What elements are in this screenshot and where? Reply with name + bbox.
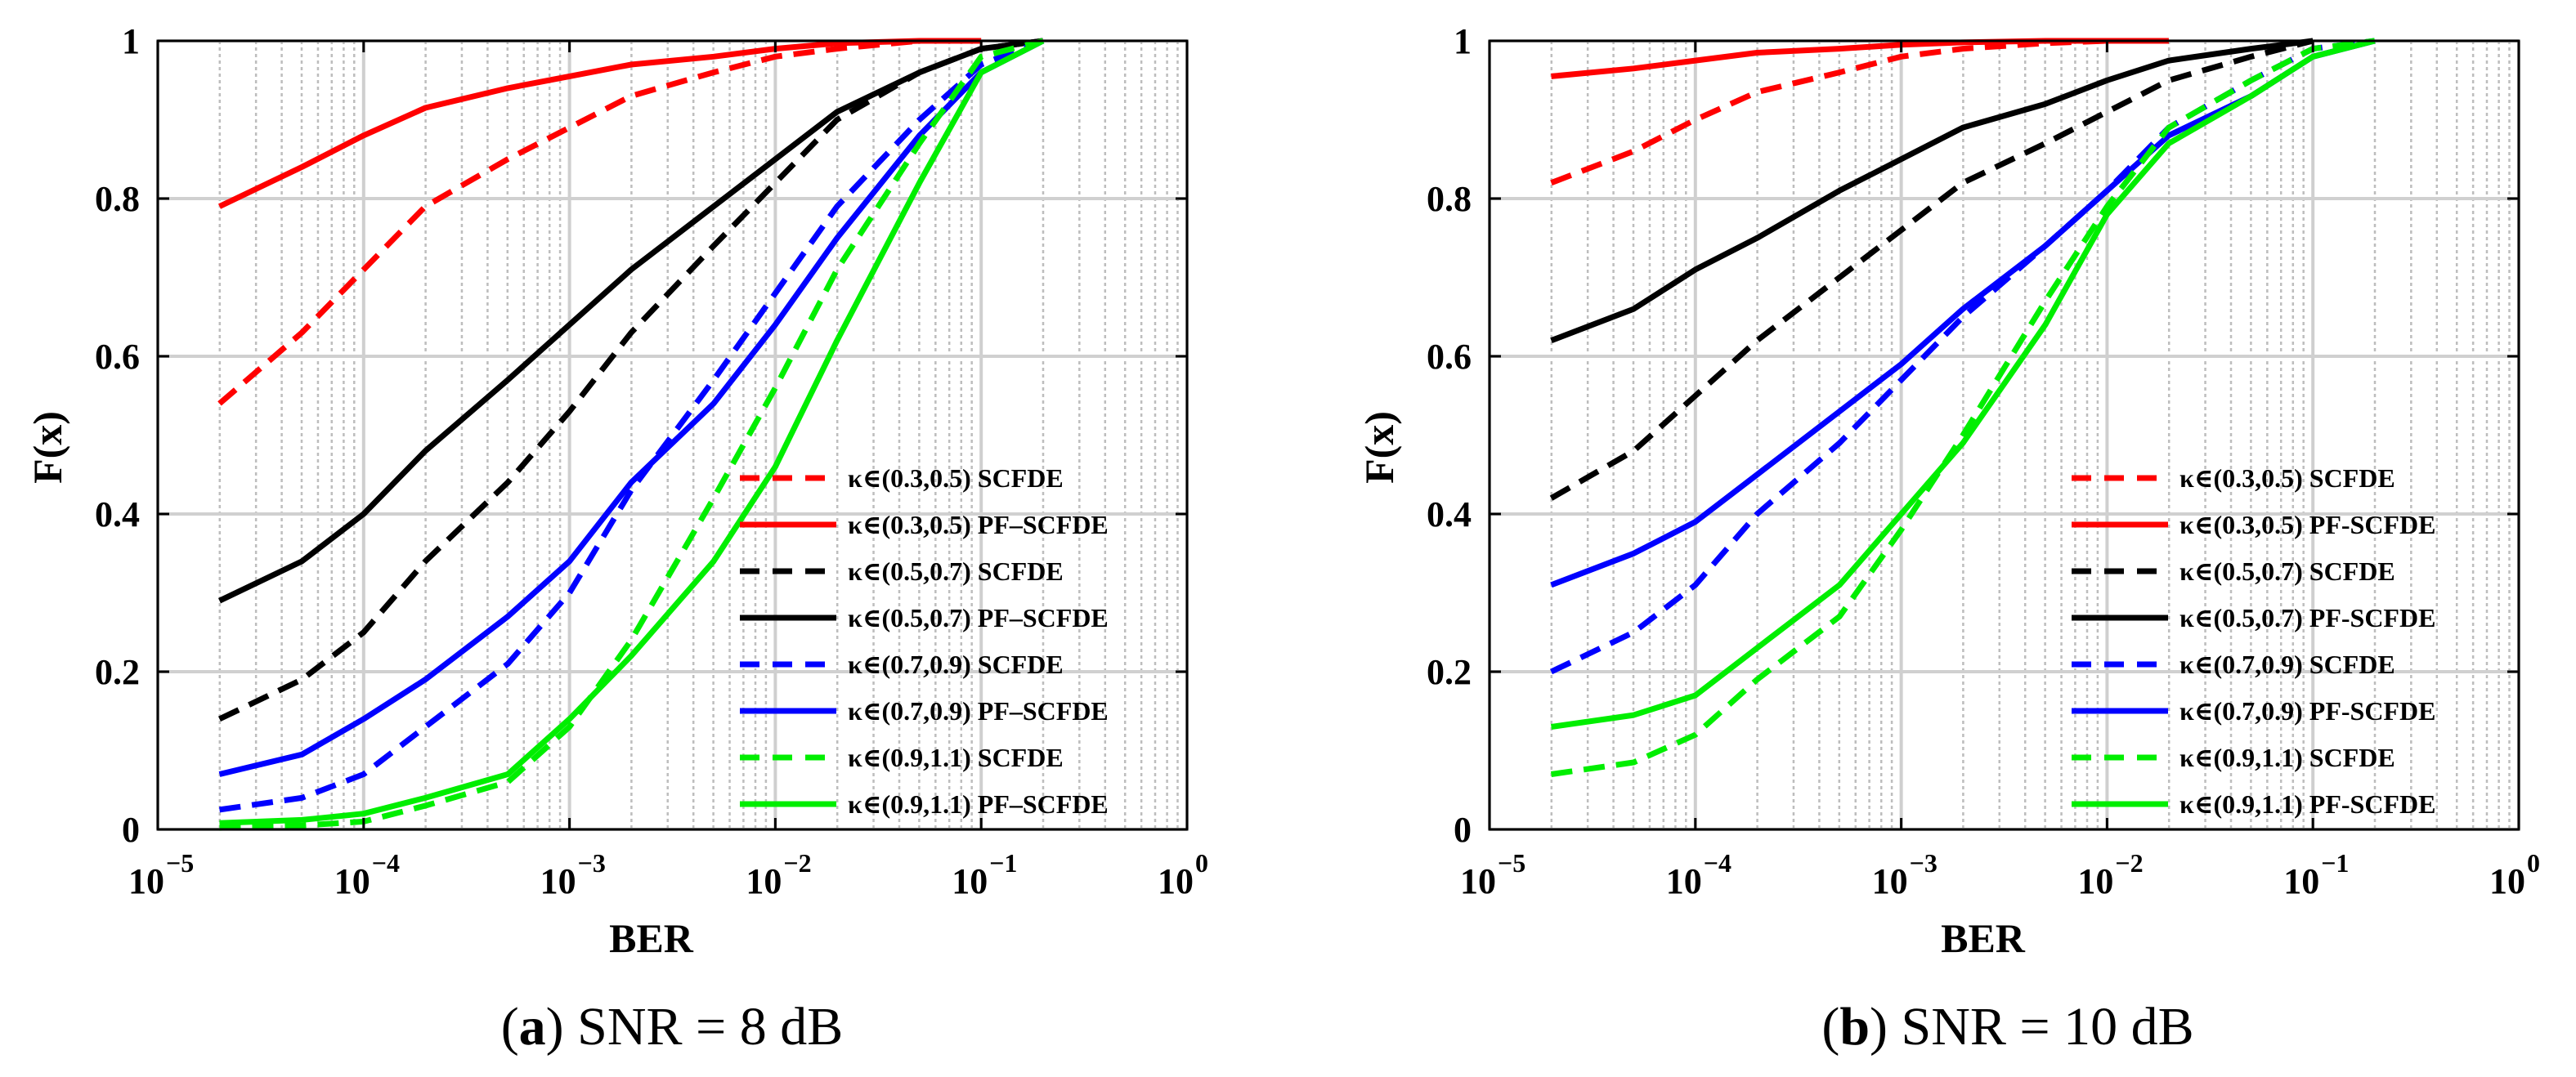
legend-entry-8: κ∈(0.9,1.1) PF-SCFDE — [2180, 789, 2435, 819]
x-tick-label: 10 — [1158, 861, 1194, 901]
series-line-5 — [219, 38, 1044, 813]
legend-entry-3: κ∈(0.5,0.7) SCFDE — [2180, 556, 2395, 586]
x-tick-exponent: −1 — [2321, 848, 2349, 878]
y-tick-label: 0.8 — [1427, 179, 1472, 219]
x-tick-label: 10 — [1666, 861, 1702, 901]
y-axis-label: F(x) — [25, 411, 70, 484]
series-line-1 — [217, 38, 982, 406]
series-line-4 — [1550, 38, 2314, 343]
y-tick-label: 0.2 — [1427, 652, 1472, 692]
caption-paren-close: ) — [1870, 997, 1901, 1057]
x-tick-exponent: −4 — [1704, 848, 1732, 878]
plot-frame — [1488, 39, 2520, 831]
x-axis-label: BER — [609, 915, 694, 961]
y-tick-label: 1 — [1454, 21, 1472, 61]
x-tick-exponent: −2 — [2115, 848, 2143, 878]
series-line-3 — [1549, 38, 2314, 501]
caption-paren-open: ( — [501, 997, 519, 1057]
y-tick-label: 0.4 — [95, 494, 140, 534]
series-line-1 — [1550, 38, 2108, 185]
x-tick-exponent: −3 — [578, 848, 606, 878]
x-axis-label: BER — [1941, 915, 2026, 961]
y-tick-label: 0.6 — [1427, 337, 1472, 377]
caption-text: SNR = 10 dB — [1902, 997, 2194, 1057]
legend-entry-7: κ∈(0.9,1.1) SCFDE — [2180, 743, 2395, 772]
x-tick-exponent: 0 — [1195, 848, 1208, 878]
series-line-6 — [218, 38, 1045, 777]
legend-entry-5: κ∈(0.7,0.9) SCFDE — [2180, 650, 2395, 679]
x-tick-label: 10 — [1460, 861, 1496, 901]
series-line-8 — [1551, 38, 2376, 730]
x-tick-exponent: 0 — [2527, 848, 2540, 878]
x-tick-label: 10 — [540, 861, 576, 901]
x-tick-label: 10 — [746, 861, 782, 901]
caption-letter: b — [1839, 997, 1870, 1057]
x-tick-label: 10 — [128, 861, 164, 901]
series-line-8 — [219, 38, 1045, 826]
series-line-2 — [1551, 38, 2169, 79]
caption-paren-close: ) — [546, 997, 577, 1057]
chart-panel-a: 10 −5 10 −4 10 −3 10 −2 10 −1 10 000.20.40.60.81BER… — [25, 21, 1208, 1057]
y-tick-label: 1 — [122, 21, 140, 61]
y-tick-label: 0.2 — [95, 652, 140, 692]
x-tick-label: 10 — [952, 861, 988, 901]
series-line-2 — [217, 38, 982, 209]
panel-caption: (a) SNR = 8 dB — [501, 997, 844, 1057]
x-tick-exponent: −2 — [783, 848, 811, 878]
x-tick-exponent: −4 — [372, 848, 400, 878]
panel-caption: (b) SNR = 10 dB — [1821, 997, 2193, 1057]
y-tick-label: 0 — [1454, 810, 1472, 850]
x-tick-label: 10 — [2077, 861, 2113, 901]
caption-paren-open: ( — [1821, 997, 1839, 1057]
legend-entry-6: κ∈(0.7,0.9) PF-SCFDE — [2180, 696, 2435, 726]
x-tick-exponent: −3 — [1910, 848, 1938, 878]
x-tick-label: 10 — [2283, 861, 2319, 901]
x-tick-label: 10 — [1872, 861, 1908, 901]
y-tick-label: 0.8 — [95, 179, 140, 219]
legend-entry-1: κ∈(0.3,0.5) SCFDE — [848, 463, 1064, 493]
y-tick-label: 0.4 — [1427, 494, 1472, 534]
plot-frame — [156, 39, 1189, 831]
x-tick-exponent: −5 — [1498, 848, 1525, 878]
legend-entry-2: κ∈(0.3,0.5) PF–SCFDE — [848, 510, 1109, 539]
legend-entry-3: κ∈(0.5,0.7) SCFDE — [848, 556, 1064, 586]
legend-entry-1: κ∈(0.3,0.5) SCFDE — [2180, 463, 2395, 493]
legend-entry-6: κ∈(0.7,0.9) PF–SCFDE — [848, 696, 1109, 726]
x-tick-exponent: −1 — [989, 848, 1017, 878]
x-tick-label: 10 — [334, 861, 370, 901]
legend-entry-2: κ∈(0.3,0.5) PF-SCFDE — [2180, 510, 2435, 539]
caption-letter: a — [519, 997, 546, 1057]
y-tick-label: 0 — [122, 810, 140, 850]
y-axis-label: F(x) — [1356, 411, 1402, 484]
chart-panel-b: 10 −5 10 −4 10 −3 10 −2 10 −1 10 000.20.40.60.81BER… — [1356, 21, 2540, 1057]
x-tick-label: 10 — [2489, 861, 2525, 901]
legend-entry-7: κ∈(0.9,1.1) SCFDE — [848, 743, 1064, 772]
legend-entry-4: κ∈(0.5,0.7) PF–SCFDE — [848, 603, 1109, 632]
legend-entry-4: κ∈(0.5,0.7) PF-SCFDE — [2180, 603, 2435, 632]
legend-entry-8: κ∈(0.9,1.1) PF–SCFDE — [848, 789, 1109, 819]
series-line-4 — [217, 38, 1044, 604]
series-line-7 — [1551, 38, 2376, 777]
y-tick-label: 0.6 — [95, 337, 140, 377]
x-tick-exponent: −5 — [166, 848, 194, 878]
caption-text: SNR = 8 dB — [577, 997, 843, 1057]
legend-entry-5: κ∈(0.7,0.9) SCFDE — [848, 650, 1064, 679]
